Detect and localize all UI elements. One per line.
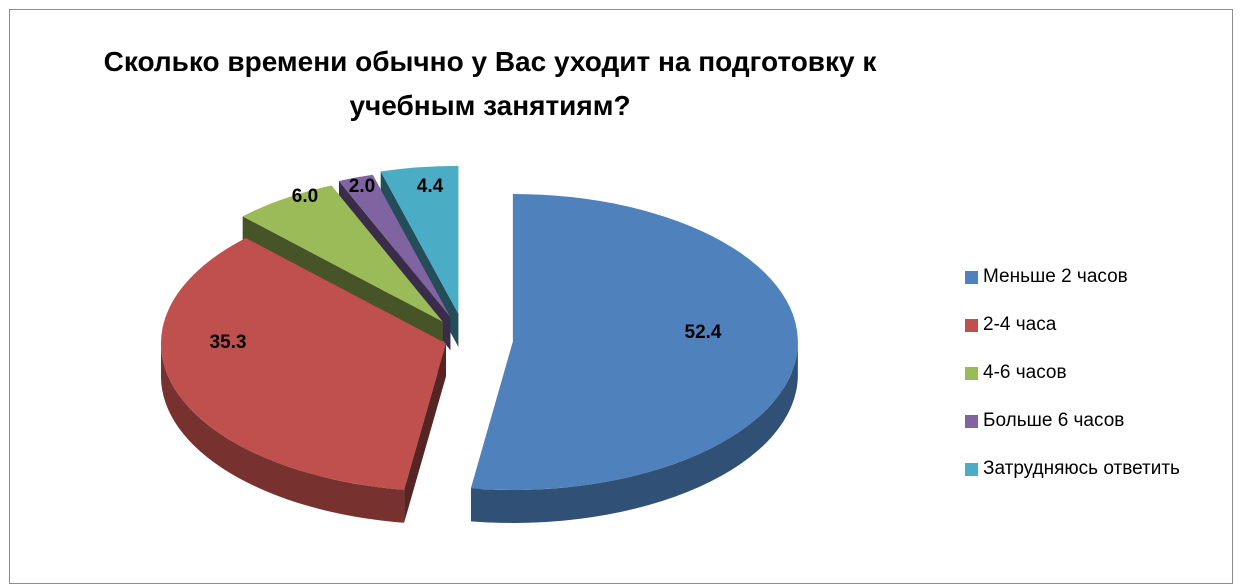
pie-slice — [160, 238, 446, 523]
chart-title: Сколько времени обычно у Вас уходит на п… — [10, 40, 970, 128]
legend-swatch — [965, 366, 978, 380]
slice-top — [242, 185, 443, 322]
legend-item: 2-4 часа — [965, 313, 1180, 337]
data-label: 52.4 — [685, 322, 722, 343]
legend-swatch — [965, 318, 978, 332]
legend-item: Меньше 2 часов — [965, 265, 1180, 289]
legend-label: Затрудняюсь ответить — [983, 458, 1180, 479]
legend-label: Меньше 2 часов — [983, 266, 1128, 287]
legend-item: Затрудняюсь ответить — [965, 457, 1180, 481]
chart-title-line2: учебным занятиям? — [349, 90, 631, 121]
legend-label: 2-4 часа — [983, 314, 1057, 335]
chart-frame: Сколько времени обычно у Вас уходит на п… — [9, 9, 1233, 584]
legend-label: Больше 6 часов — [983, 410, 1125, 431]
legend-item: Больше 6 часов — [965, 409, 1180, 433]
data-label: 2.0 — [349, 176, 375, 197]
legend-swatch — [965, 414, 978, 428]
data-label: 6.0 — [292, 186, 318, 207]
legend-swatch — [965, 270, 978, 284]
data-label: 35.3 — [210, 332, 247, 353]
data-label: 4.4 — [417, 176, 444, 197]
slice-outer-wall — [160, 343, 405, 523]
pie-chart: 52.4 35.3 6.0 2.0 4.4 — [160, 165, 798, 523]
slice-top — [380, 165, 459, 314]
pie-slice — [470, 193, 798, 523]
legend-item: 4-6 часов — [965, 361, 1180, 385]
chart-title-line1: Сколько времени обычно у Вас уходит на п… — [103, 46, 877, 77]
legend-label: 4-6 часов — [983, 362, 1067, 383]
slice-top — [470, 193, 798, 490]
slice-top — [338, 174, 451, 318]
slice-outer-wall — [470, 341, 798, 523]
legend-swatch — [965, 462, 978, 476]
chart-legend: Меньше 2 часов 2-4 часа 4-6 часов Больше… — [965, 265, 1180, 505]
slice-top — [160, 238, 446, 490]
slice-side-wall — [404, 343, 446, 523]
